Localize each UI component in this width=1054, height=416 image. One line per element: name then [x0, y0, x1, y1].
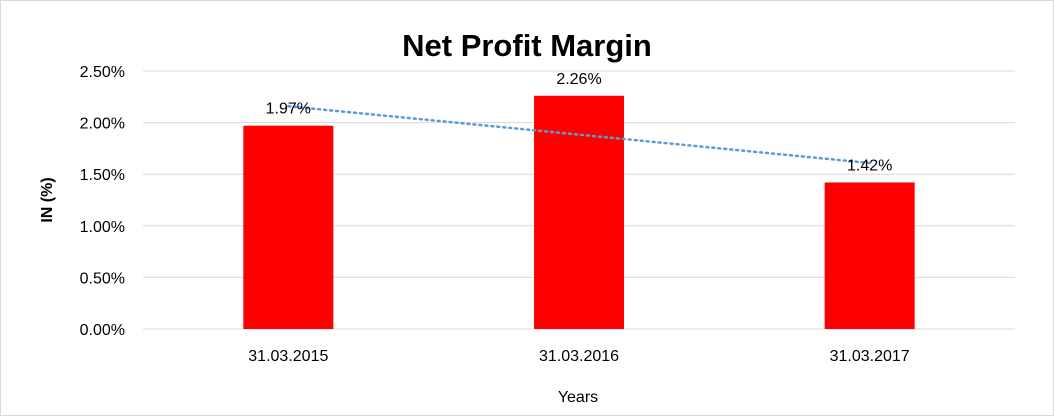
x-axis-label: Years	[558, 389, 598, 406]
y-tick-label: 0.50%	[80, 270, 125, 287]
x-tick-label: 31.03.2017	[830, 348, 910, 365]
y-tick-label: 0.00%	[80, 322, 125, 339]
y-tick-label: 1.00%	[80, 219, 125, 236]
data-label: 1.42%	[847, 157, 892, 174]
chart-title: Net Profit Margin	[402, 28, 652, 63]
data-label: 1.97%	[266, 101, 311, 118]
bar	[534, 95, 624, 329]
bar	[824, 182, 915, 329]
trendline	[287, 105, 871, 165]
y-tick-label: 1.50%	[80, 167, 125, 184]
y-axis-label: IN (%)	[39, 177, 56, 222]
y-tick-label: 2.00%	[80, 116, 125, 133]
bar	[243, 125, 334, 329]
x-tick-label: 31.03.2015	[248, 348, 328, 365]
y-tick-label: 2.50%	[80, 64, 125, 81]
x-tick-label: 31.03.2016	[539, 348, 619, 365]
data-label: 2.26%	[556, 71, 601, 88]
